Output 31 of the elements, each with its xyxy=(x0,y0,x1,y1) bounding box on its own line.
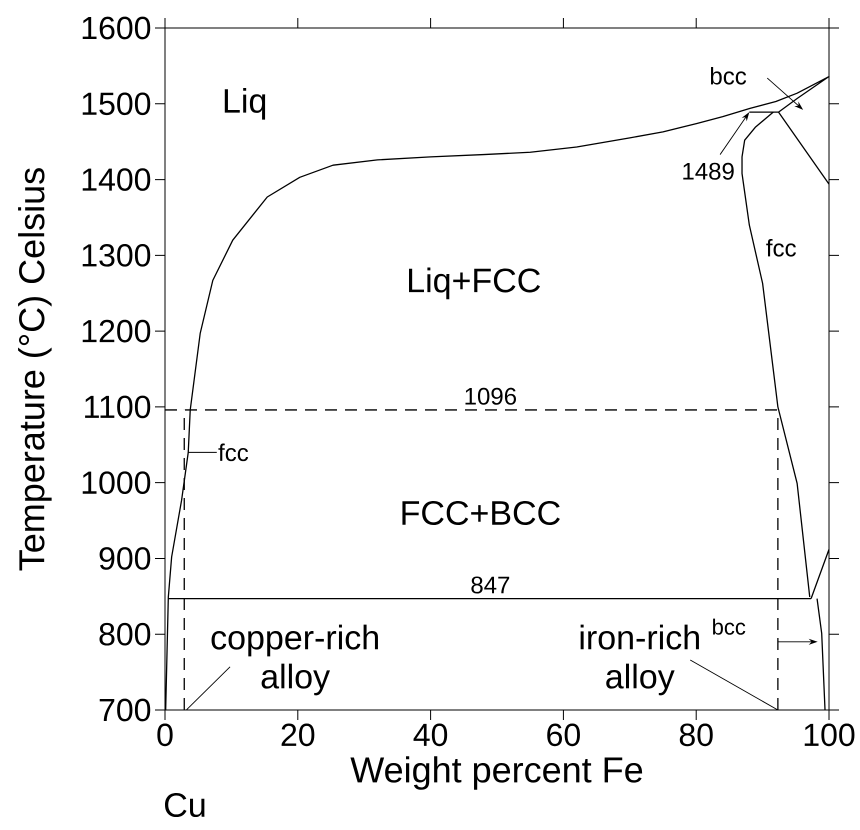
annotation: iron-rich alloy xyxy=(580,624,699,696)
y-tick-label: 900 xyxy=(100,547,150,570)
x-axis-title: Weight percent Fe xyxy=(350,756,642,790)
y-tick-label: 1200 xyxy=(82,320,150,342)
annotation: bcc xyxy=(710,66,746,85)
annotation: 1096 xyxy=(465,388,516,405)
annotation: bcc xyxy=(713,618,746,635)
x-tick-label: 100 xyxy=(804,724,854,746)
annotation: Liq+FCC xyxy=(409,268,540,300)
x-tick-label: 0 xyxy=(157,724,173,746)
y-tick-label: 1100 xyxy=(85,396,150,418)
y-axis-title: Temperature (°C) Celsius xyxy=(18,168,52,570)
annotation: copper-rich alloy xyxy=(212,624,378,696)
annotation: Liq xyxy=(224,88,266,120)
annotation: FCC+BCC xyxy=(402,500,560,526)
x-tick-label: 20 xyxy=(282,724,314,746)
annotation: 847 xyxy=(471,576,510,594)
text: Cu xyxy=(165,792,204,818)
y-tick-label: 1600 xyxy=(82,16,150,40)
y-tick-label: 700 xyxy=(100,698,150,722)
annotation: fcc xyxy=(218,444,248,462)
y-tick-label: 1000 xyxy=(82,471,150,494)
annotation: 1489 xyxy=(683,162,734,180)
annotation: fcc xyxy=(766,238,796,257)
x-tick-label: 40 xyxy=(414,724,448,746)
y-tick-label: 1300 xyxy=(82,244,150,267)
x-tick-label: 60 xyxy=(547,724,580,746)
y-tick-label: 800 xyxy=(99,622,150,646)
y-tick-label: 1500 xyxy=(82,92,150,116)
y-tick-label: 1400 xyxy=(82,168,150,191)
x-tick-label: 80 xyxy=(680,724,713,746)
